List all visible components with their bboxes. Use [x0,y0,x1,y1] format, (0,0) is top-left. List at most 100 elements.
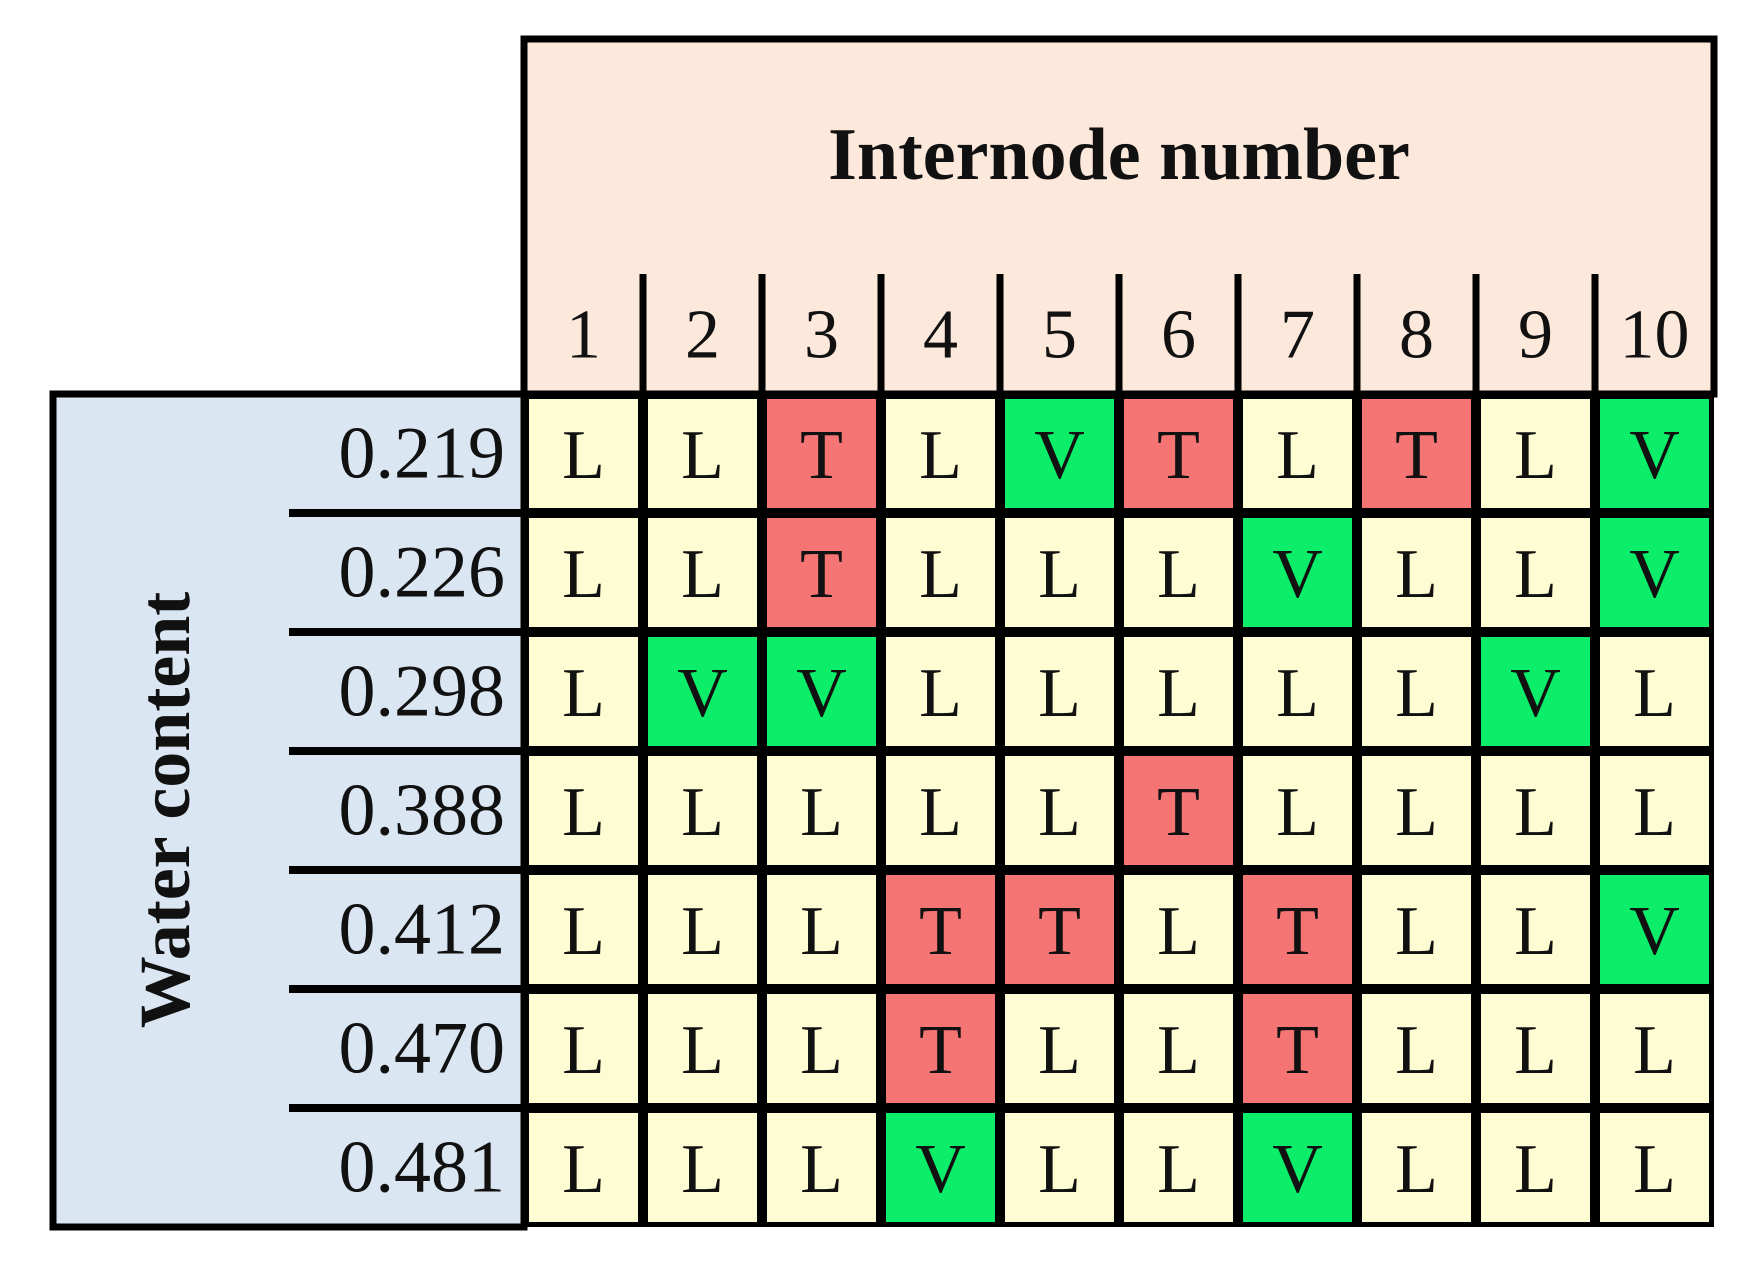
cell [1243,399,1352,508]
cell-label: V [915,1131,966,1208]
cell [767,518,876,627]
cell-label: L [1514,1012,1557,1089]
cell-label: V [1510,655,1561,732]
cell [767,637,876,746]
cell-label: L [1395,655,1438,732]
cell-label: L [562,417,605,494]
cell-label: L [681,1131,724,1208]
cell [1124,1113,1233,1222]
cell [1124,399,1233,508]
column-label: 5 [1042,297,1077,374]
cell [1243,1113,1352,1222]
cell-label: L [1395,1012,1438,1089]
column-label: 4 [923,297,958,374]
cell [1600,994,1709,1103]
cell-label: L [562,655,605,732]
cell [886,518,995,627]
column-label: 8 [1399,297,1434,374]
cell [1362,756,1471,865]
cell-label: L [1395,1131,1438,1208]
cell-label: L [1038,536,1081,613]
cell [886,637,995,746]
cell [1362,1113,1471,1222]
cell-label: L [1276,417,1319,494]
cell [1243,756,1352,865]
cell-label: L [681,893,724,970]
cell-label: L [1395,774,1438,851]
cell [1124,637,1233,746]
cell [1243,875,1352,984]
cell-label: L [562,536,605,613]
cell [767,994,876,1103]
cell-label: L [1514,893,1557,970]
cell [1481,756,1590,865]
cell [648,518,757,627]
cell-label: L [919,655,962,732]
cell [1481,994,1590,1103]
cell [886,1113,995,1222]
cell [886,875,995,984]
cell [1005,1113,1114,1222]
cell [1600,1113,1709,1222]
cell-label: T [1157,774,1200,851]
cell-label: L [1157,1012,1200,1089]
cell [1481,875,1590,984]
cell-label: L [562,1012,605,1089]
cell-label: L [1276,655,1319,732]
cell-label: L [919,536,962,613]
cell-label: T [1276,1012,1319,1089]
cell [1600,875,1709,984]
cell-label: L [1514,417,1557,494]
cell-label: V [1629,893,1680,970]
cell [648,875,757,984]
cell-label: T [919,1012,962,1089]
cell-label: L [1514,774,1557,851]
cell [1481,399,1590,508]
cell-label: L [681,417,724,494]
cell [1362,994,1471,1103]
cell [1600,399,1709,508]
cell-label: T [800,536,843,613]
cell-label: T [1276,893,1319,970]
cell [1005,875,1114,984]
cell [529,518,638,627]
cell [767,756,876,865]
cell-label: V [1629,417,1680,494]
cell [529,756,638,865]
row-label: 0.298 [339,651,506,733]
cell [886,399,995,508]
cell [767,875,876,984]
column-label: 6 [1161,297,1196,374]
cell-label: L [1395,536,1438,613]
cell-label: L [800,893,843,970]
cell-label: L [1633,774,1676,851]
cell [1005,637,1114,746]
cell-label: L [562,1131,605,1208]
cell-label: L [1157,536,1200,613]
cell [1362,399,1471,508]
row-label: 0.219 [339,413,506,495]
row-header-box [49,390,528,1231]
cell [1481,1113,1590,1222]
cell-label: L [1514,536,1557,613]
row-label: 0.226 [339,532,506,614]
column-label: 9 [1518,297,1553,374]
cell [1243,994,1352,1103]
column-label: 3 [804,297,839,374]
cell-label: L [562,774,605,851]
cell-label: V [1272,536,1323,613]
column-label: 7 [1280,297,1315,374]
cell-label: T [1395,417,1438,494]
column-label: 2 [685,297,720,374]
cell [648,637,757,746]
cell-label: L [1395,893,1438,970]
cell [529,994,638,1103]
cell [1005,399,1114,508]
cell-label: V [677,655,728,732]
row-header: Water content [125,592,205,1029]
cell [1481,637,1590,746]
column-label: 10 [1620,297,1690,374]
cell-label: L [681,536,724,613]
cell-label: L [1514,1131,1557,1208]
